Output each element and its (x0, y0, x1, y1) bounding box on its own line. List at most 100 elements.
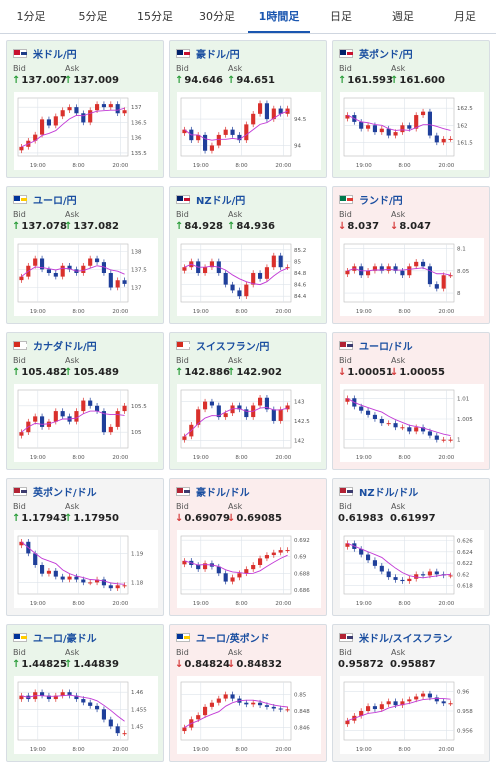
candle-body (101, 411, 106, 433)
ask-value: ↓ 8.047 (390, 221, 431, 232)
rate-card[interactable]: ユーロ/円 Bid Ask ↑ 137.078 ↑ 137.082 138 137.5 137 19… (6, 186, 164, 324)
rate-card[interactable]: 英ポンド/ドル Bid Ask ↑ 1.17943 ↑ 1.17950 1.19 1.18 19:… (6, 478, 164, 616)
y-tick-label: 136.5 (131, 120, 147, 126)
mini-chart[interactable]: 138 137.5 137 19:00 8:00 20:00 (14, 238, 158, 316)
pair-name[interactable]: 米ドル/円 (33, 49, 77, 61)
pair-header[interactable]: スイスフラン/円 (176, 338, 270, 353)
tab-4[interactable]: 1時間足 (248, 0, 310, 33)
rate-card[interactable]: ユーロ/豪ドル Bid Ask ↑ 1.44825 ↑ 1.44839 1.46 1.455 1.… (6, 624, 164, 762)
rate-card[interactable]: 豪ドル/ドル Bid Ask ↓ 0.69079 ↓ 0.69085 0.692 0.69 0.6… (169, 478, 327, 616)
pair-name[interactable]: NZドル/円 (196, 195, 246, 207)
mini-chart[interactable]: 105.5 105 19:00 8:00 20:00 (14, 384, 158, 462)
timeframe-tabs: 1分足 5分足 15分足 30分足 1時間足 日足 週足 月足 (0, 0, 496, 34)
candle-body (81, 400, 86, 412)
pair-name[interactable]: ユーロ/ドル (359, 341, 413, 353)
mini-chart[interactable]: 0.692 0.69 0.688 0.686 19:00 8:00 20:00 (177, 530, 321, 608)
candle-body (264, 103, 269, 120)
pair-name[interactable]: 豪ドル/円 (196, 49, 240, 61)
bid-label: Bid (339, 502, 352, 511)
mini-chart[interactable]: 94.5 94 19:00 8:00 20:00 (177, 92, 321, 170)
mini-chart[interactable]: 1.01 1.005 1 19:00 8:00 20:00 (340, 384, 484, 462)
pair-header[interactable]: ランド/円 (339, 192, 403, 207)
pair-header[interactable]: ユーロ/ドル (339, 338, 413, 353)
candle-body (216, 566, 221, 574)
rate-card[interactable]: ランド/円 Bid Ask ↓ 8.037 ↓ 8.047 8.1 8.05 8 19:00 8:00… (332, 186, 490, 324)
pair-name[interactable]: スイスフラン/円 (196, 341, 270, 353)
pair-header[interactable]: 豪ドル/円 (176, 46, 240, 61)
rate-card[interactable]: ユーロ/英ポンド Bid Ask ↓ 0.84824 ↓ 0.84832 0.85 0.848 0… (169, 624, 327, 762)
ask-price: 8.047 (399, 221, 432, 232)
candle-body (264, 397, 269, 410)
mini-chart[interactable]: 1.19 1.18 19:00 8:00 20:00 (14, 530, 158, 608)
bid-arrow-icon: ↓ (175, 513, 184, 524)
pair-name[interactable]: カナダドル/円 (33, 341, 97, 353)
ask-label: Ask (228, 210, 243, 219)
pair-name[interactable]: 英ポンド/円 (359, 49, 413, 61)
y-tick-label: 142 (294, 438, 305, 444)
candle-body (359, 711, 364, 716)
pair-name[interactable]: 豪ドル/ドル (196, 487, 250, 499)
mini-chart[interactable]: 143 142.5 142 19:00 8:00 20:00 (177, 384, 321, 462)
mini-chart[interactable]: 85.2 85 84.8 84.6 84.4 19:00 8:00 20:00 (177, 238, 321, 316)
pair-header[interactable]: NZドル/円 (176, 192, 246, 207)
candle-body (393, 577, 398, 580)
pair-header[interactable]: NZドル/ドル (339, 484, 419, 499)
mini-chart[interactable]: 8.1 8.05 8 19:00 8:00 20:00 (340, 238, 484, 316)
mini-chart[interactable]: 1.46 1.455 1.45 19:00 8:00 20:00 (14, 676, 158, 754)
rate-card[interactable]: ユーロ/ドル Bid Ask ↓ 1.00051 ↓ 1.00055 1.01 1.005 1 19… (332, 332, 490, 470)
candle-body (448, 575, 453, 577)
bid-price: 105.482 (21, 367, 67, 378)
rate-card[interactable]: 米ドル/円 Bid Ask ↑ 137.007 ↑ 137.009 137 136.5 136 13… (6, 40, 164, 178)
candlestick-chart: 1.01 1.005 1 19:00 8:00 20:00 (343, 389, 473, 461)
mini-chart[interactable]: 137 136.5 136 135.5 19:00 8:00 20:00 (14, 92, 158, 170)
pair-header[interactable]: 豪ドル/ドル (176, 484, 250, 499)
y-tick-label: 162.5 (457, 106, 473, 112)
pair-name[interactable]: 英ポンド/ドル (33, 487, 97, 499)
x-tick-label: 8:00 (235, 455, 248, 461)
ask-arrow-icon: ↓ (227, 659, 236, 670)
rate-card[interactable]: NZドル/円 Bid Ask ↑ 84.928 ↑ 84.936 85.2 85 84.8 84.6… (169, 186, 327, 324)
pair-header[interactable]: カナダドル/円 (13, 338, 97, 353)
tab-1[interactable]: 5分足 (78, 10, 108, 23)
rate-card[interactable]: 米ドル/スイスフラン Bid Ask 0.95872 0.95887 0.96 0.958 0… (332, 624, 490, 762)
candle-body (209, 145, 214, 151)
rate-card[interactable]: スイスフラン/円 Bid Ask ↑ 142.886 ↑ 142.902 143 142.5 14… (169, 332, 327, 470)
pair-header[interactable]: 米ドル/スイスフラン (339, 630, 453, 645)
mini-chart[interactable]: 162.5 162 161.5 19:00 8:00 20:00 (340, 92, 484, 170)
pair-name[interactable]: ランド/円 (359, 195, 403, 207)
candle-body (40, 416, 45, 427)
mini-chart[interactable]: 0.96 0.958 0.956 19:00 8:00 20:00 (340, 676, 484, 754)
tab-7[interactable]: 月足 (454, 10, 476, 23)
tab-5[interactable]: 日足 (330, 10, 352, 23)
rate-card[interactable]: NZドル/ドル Bid Ask 0.61983 0.61997 0.626 0.624 0.6… (332, 478, 490, 616)
candle-body (182, 727, 187, 732)
candle-body (19, 276, 24, 281)
candle-body (115, 726, 120, 734)
pair-header[interactable]: ユーロ/円 (13, 192, 77, 207)
mini-chart[interactable]: 0.85 0.848 0.846 19:00 8:00 20:00 (177, 676, 321, 754)
pair-header[interactable]: 英ポンド/円 (339, 46, 413, 61)
tab-2[interactable]: 15分足 (137, 10, 173, 23)
pair-header[interactable]: 英ポンド/ドル (13, 484, 97, 499)
pair-name[interactable]: ユーロ/英ポンド (196, 633, 270, 645)
rate-card[interactable]: 英ポンド/円 Bid Ask ↑ 161.593 ↑ 161.600 162.5 162 161.… (332, 40, 490, 178)
pair-name[interactable]: ユーロ/円 (33, 195, 77, 207)
pair-header[interactable]: ユーロ/英ポンド (176, 630, 270, 645)
tab-0[interactable]: 1分足 (16, 10, 46, 23)
candle-body (115, 585, 120, 589)
pair-name[interactable]: NZドル/ドル (359, 487, 419, 499)
pair-header[interactable]: 米ドル/円 (13, 46, 77, 61)
pair-header[interactable]: ユーロ/豪ドル (13, 630, 97, 645)
y-tick-label: 162 (457, 123, 468, 129)
candle-body (108, 273, 113, 288)
bid-arrow-icon: ↓ (175, 659, 184, 670)
candle-body (81, 265, 86, 273)
rate-card[interactable]: 豪ドル/円 Bid Ask ↑ 94.646 ↑ 94.651 94.5 94 19:00 8:00… (169, 40, 327, 178)
mini-chart[interactable]: 0.626 0.624 0.622 0.62 0.618 19:00 8:00 20:00 (340, 530, 484, 608)
y-tick-label: 0.62 (457, 572, 469, 578)
tab-3[interactable]: 30分足 (199, 10, 235, 23)
rate-card[interactable]: カナダドル/円 Bid Ask ↑ 105.482 ↑ 105.489 105.5 105 19:… (6, 332, 164, 470)
pair-name[interactable]: ユーロ/豪ドル (33, 633, 97, 645)
tab-6[interactable]: 週足 (392, 10, 414, 23)
pair-name[interactable]: 米ドル/スイスフラン (359, 633, 453, 645)
